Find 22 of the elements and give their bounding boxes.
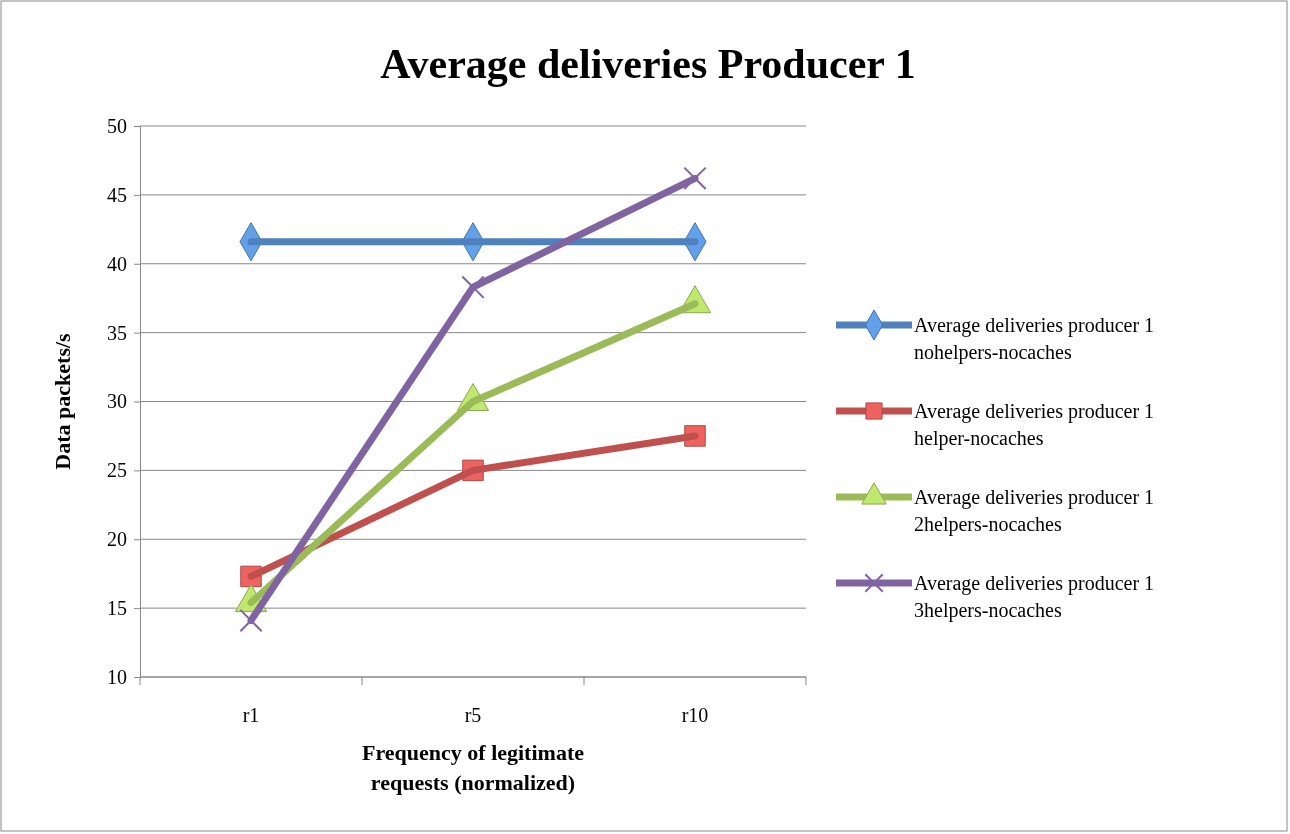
y-tick-label: 15	[107, 597, 127, 620]
x-tick-label: r5	[464, 704, 482, 726]
legend-label: Average deliveries producer 1 nohelpers-nocaches	[914, 314, 1155, 364]
y-tick-label: 40	[107, 252, 127, 275]
point	[461, 275, 485, 299]
y-tick-label: 10	[107, 665, 127, 688]
y-tick-label: 25	[107, 459, 127, 482]
y-tick-label: 45	[107, 183, 127, 206]
y-tick-label: 50	[107, 114, 127, 137]
y-axis-title: Data packets/s	[50, 332, 75, 470]
y-tick-label: 30	[107, 390, 127, 413]
x-tick-label: r10	[681, 704, 709, 726]
y-tick-label: 20	[107, 528, 127, 551]
legend-label: Average deliveries producer 1 2helpers-nocaches	[914, 486, 1155, 536]
legend-label: Average deliveries producer 1 3helpers-nocaches	[914, 572, 1155, 622]
x-axis-title: Frequency of legitimate requests (normalized)	[362, 740, 585, 795]
point	[239, 608, 263, 633]
point	[683, 166, 707, 191]
legend-label: Average deliveries producer 1 helper-nocaches	[914, 400, 1155, 450]
x-tick-label: r1	[242, 704, 260, 726]
y-tick-label: 35	[107, 321, 127, 344]
chart-title: Average deliveries Producer 1	[380, 41, 916, 87]
